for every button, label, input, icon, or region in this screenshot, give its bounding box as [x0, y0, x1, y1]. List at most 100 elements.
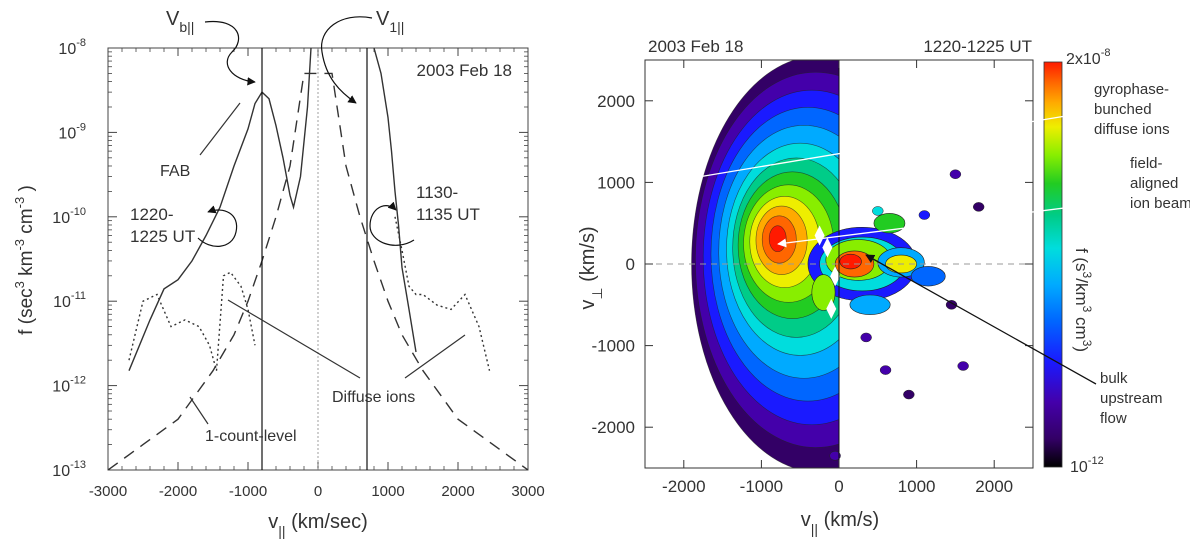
left-y-tick-labels: 10-8 10-9 10-10 10-11 10-12 10-13: [52, 37, 86, 480]
series-dotted-line: [128, 271, 256, 371]
colorbar-max-label: 2x10-8: [1066, 47, 1110, 68]
beam-label-line1: field-: [1130, 155, 1163, 172]
scatter-blob: [972, 202, 985, 212]
scatter-blob: [860, 332, 872, 343]
scatter-blob: [872, 206, 884, 216]
y-tick-label: -2000: [592, 418, 635, 437]
scatter-blob: [945, 300, 958, 310]
left-plot-frame: [107, 47, 529, 471]
y-tick-label: 10-8: [58, 37, 86, 58]
colorbar-label: f (s3/km3 cm3): [1072, 248, 1094, 352]
left-x-tick-labels: -3000 -2000 -1000 0 1000 2000 3000: [89, 483, 545, 500]
x-tick-label: -3000: [89, 483, 127, 500]
gyro-label-line1: gyrophase-: [1094, 81, 1169, 98]
time2-label-line1: 1130-: [416, 183, 458, 202]
bulk-label-line3: flow: [1100, 410, 1127, 427]
left-x-axis-label: v|| (km/sec): [268, 511, 368, 539]
diffuse-ions-label: Diffuse ions: [332, 389, 415, 406]
gap-mark: [822, 237, 833, 258]
v1-label: V1||: [376, 8, 404, 35]
x-tick-label: -2000: [159, 483, 197, 500]
colorbar: [1043, 61, 1063, 468]
bulk-label-line1: bulk: [1100, 370, 1128, 387]
bulk-label-line2: upstream: [1100, 390, 1163, 407]
fab-pointer: [199, 102, 241, 156]
x-tick-label: 2000: [975, 477, 1013, 496]
colorbar-min-label: 10-12: [1070, 455, 1104, 476]
y-tick-label: 2000: [597, 92, 635, 111]
x-tick-label: 2000: [441, 483, 474, 500]
fab-label: FAB: [160, 163, 190, 180]
diffuse-pointer-left: [227, 299, 361, 379]
scatter-blob: [957, 361, 969, 371]
beam-contour: [811, 274, 836, 311]
right-y-tick-labels: 2000 1000 0 -1000 -2000: [592, 92, 635, 437]
x-tick-label: 0: [314, 483, 322, 500]
right-x-tick-labels: -2000 -1000 0 1000 2000: [662, 477, 1013, 496]
gap-mark: [814, 225, 825, 246]
time2-curl-arrow: [369, 201, 415, 246]
diffuse-pointer-right: [404, 334, 466, 379]
scatter-blob: [829, 451, 841, 461]
series-solid-line: [128, 48, 312, 371]
y-tick-label: 10-13: [52, 459, 86, 480]
right-time-label: 1220-1225 UT: [923, 37, 1032, 56]
x-tick-label: -2000: [662, 477, 705, 496]
y-tick-label: 10-12: [52, 375, 86, 396]
beam-contour: [849, 294, 891, 315]
y-tick-label: 1000: [597, 173, 635, 192]
vb-arrow: [204, 20, 256, 86]
x-tick-label: 0: [834, 477, 843, 496]
gyro-label-line2: bunched: [1094, 101, 1152, 118]
y-tick-label: -1000: [592, 337, 635, 356]
x-tick-label: -1000: [229, 483, 267, 500]
left-curves: [108, 48, 528, 470]
v1-arrow: [320, 16, 373, 104]
scatter-blob: [879, 365, 892, 375]
x-tick-label: 1000: [371, 483, 404, 500]
right-y-axis-label: v⊥ (km/s): [577, 226, 605, 309]
gap-mark: [830, 266, 841, 287]
time2-label-line2: 1135 UT: [416, 205, 480, 224]
right-axis-ticks: [645, 60, 1033, 468]
gyro-arrow: [667, 111, 1091, 186]
series-dotted-line: [394, 216, 491, 371]
left-y-axis-label: f (sec3 km-3 cm-3 ): [12, 185, 37, 335]
beam-arrow: [777, 199, 1129, 248]
gap-mark: [849, 200, 860, 221]
y-tick-label: 10-9: [58, 121, 86, 142]
time1-label-line1: 1220-: [130, 205, 173, 224]
y-tick-label: 10-11: [53, 290, 86, 311]
vb-label: Vb||: [166, 8, 194, 35]
right-x-axis-label: v|| (km/s): [801, 509, 879, 537]
left-axis-ticks: [107, 47, 529, 471]
gap-mark: [826, 298, 837, 319]
time1-curl-arrow: [197, 205, 238, 247]
beam-contour: [873, 213, 906, 234]
beam-label-line2: aligned: [1130, 175, 1178, 192]
series-solid-line: [373, 48, 417, 353]
time1-label-line2: 1225 UT: [130, 227, 195, 246]
count-level-pointer: [189, 396, 209, 425]
y-tick-label: 0: [626, 255, 635, 274]
left-date-label: 2003 Feb 18: [417, 61, 512, 80]
scatter-blob: [903, 389, 915, 400]
x-tick-label: 1000: [898, 477, 936, 496]
count-level-label: 1-count-level: [205, 428, 297, 445]
x-tick-label: 3000: [511, 483, 544, 500]
beam-label-line3: ion beam: [1130, 195, 1190, 212]
x-tick-label: -1000: [740, 477, 783, 496]
bulk-arrow: [865, 254, 1097, 385]
heatmap: [645, 60, 1033, 468]
right-date-label: 2003 Feb 18: [648, 37, 743, 56]
beam-contour: [839, 253, 862, 270]
gyro-label-line3: diffuse ions: [1094, 121, 1170, 138]
diffuse-contour: [768, 225, 787, 253]
y-tick-label: 10-10: [52, 206, 86, 227]
scatter-blob: [918, 210, 931, 220]
scatter-blob: [949, 169, 962, 179]
beam-contour: [910, 266, 946, 287]
